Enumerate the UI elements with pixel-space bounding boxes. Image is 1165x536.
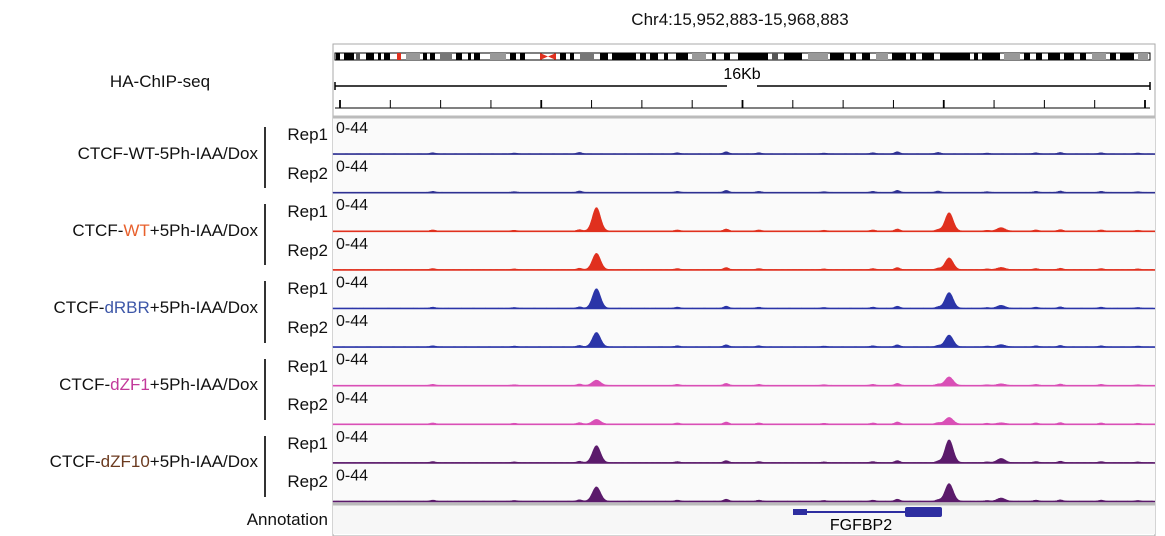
track-range-label: 0-44 [336, 274, 368, 291]
track-range-label: 0-44 [336, 313, 368, 330]
chromosome-ideogram [334, 52, 1151, 61]
replicate-label: Rep1 [287, 279, 328, 299]
condition-variant: dZF10 [100, 452, 150, 472]
replicate-bracket [264, 281, 266, 343]
locus-title: Chr4:15,952,883-15,968,883 [631, 10, 849, 29]
track-range-label: 0-44 [336, 197, 368, 214]
replicate-label: Rep2 [287, 163, 328, 183]
scale-ruler: 16Kb [334, 66, 1151, 109]
scale-label: 16Kb [723, 66, 760, 83]
replicate-label: Rep1 [287, 202, 328, 222]
replicate-label: Rep1 [287, 433, 328, 453]
condition-variant: dRBR [104, 298, 150, 317]
track-range-label: 0-44 [336, 120, 368, 137]
annotation-label: Annotation [246, 510, 328, 529]
track-range-label: 0-44 [336, 352, 368, 369]
replicate-bracket [264, 435, 266, 497]
condition-variant: dZF1 [110, 375, 150, 395]
condition-label: CTCF-dZF1+5Ph-IAA/Dox [59, 375, 258, 395]
replicate-bracket [264, 127, 266, 189]
condition-variant: WT [128, 143, 155, 163]
assay-label: HA-ChIP-seq [109, 72, 211, 91]
signal-tracks: 0-44 0-44 0-44 0-44 0-44 0-44 0-44 0-44 0-44 0-44 [332, 115, 1155, 503]
replicate-label: Rep1 [287, 356, 328, 376]
condition-label: CTCF-dZF10+5Ph-IAA/Dox [49, 452, 258, 472]
condition-variant: WT [123, 220, 150, 240]
replicate-label: Rep2 [287, 318, 328, 337]
gene-exon [793, 509, 807, 515]
gene-exon [905, 507, 942, 517]
condition-label: CTCF-dRBR+5Ph-IAA/Dox [53, 298, 258, 317]
condition-label: CTCF-WT+5Ph-IAA/Dox [72, 220, 258, 240]
track-range-label: 0-44 [336, 467, 368, 484]
replicate-bracket [264, 358, 266, 420]
track-range-label: 0-44 [336, 390, 368, 407]
replicate-label: Rep1 [287, 125, 328, 144]
replicate-bracket [264, 204, 266, 266]
ruler-ticks [339, 100, 1146, 108]
gene-name: FGFBP2 [830, 517, 892, 534]
replicate-label: Rep2 [287, 472, 328, 492]
condition-label: CTCF-WT-5Ph-IAA/Dox [77, 143, 258, 163]
track-range-label: 0-44 [336, 429, 368, 446]
annotation-track: FGFBP2 [333, 502, 1155, 534]
track-range-label: 0-44 [336, 236, 368, 253]
track-range-label: 0-44 [336, 159, 368, 176]
replicate-label: Rep2 [287, 395, 328, 415]
replicate-label: Rep2 [287, 240, 328, 260]
